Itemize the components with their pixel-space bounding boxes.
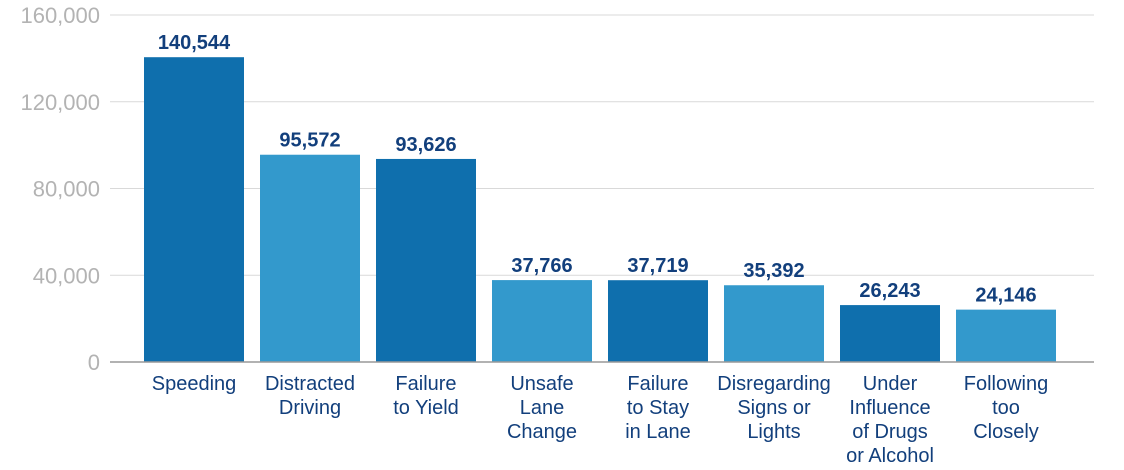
x-tick-label: Speeding bbox=[152, 373, 237, 395]
data-label: 24,146 bbox=[975, 285, 1036, 307]
data-label: 37,719 bbox=[627, 255, 688, 277]
x-tick-label: Following bbox=[964, 373, 1048, 395]
x-tick-label: Influence bbox=[849, 397, 930, 419]
y-tick-label: 40,000 bbox=[33, 263, 100, 288]
x-tick-label: Lights bbox=[747, 421, 800, 443]
y-tick-label: 80,000 bbox=[33, 177, 100, 202]
label-layer: 0 40,000 80,000 120,000 160,000 140,544 Speedi… bbox=[20, 3, 1048, 467]
x-tick-label: Disregarding bbox=[717, 373, 830, 395]
x-tick-label: to Yield bbox=[393, 397, 459, 419]
x-tick-label: Under bbox=[863, 373, 918, 395]
x-tick-label: too bbox=[992, 397, 1020, 419]
x-tick-label: Distracted bbox=[265, 373, 355, 395]
x-tick-label: Lane bbox=[520, 397, 565, 419]
bar bbox=[724, 285, 824, 362]
data-label: 35,392 bbox=[743, 260, 804, 282]
y-tick-label: 160,000 bbox=[20, 3, 100, 28]
x-tick-label: of Drugs bbox=[852, 421, 928, 443]
bar bbox=[608, 280, 708, 362]
data-label: 26,243 bbox=[859, 280, 920, 302]
grid-layer bbox=[110, 14, 1094, 276]
x-tick-label: to Stay bbox=[627, 397, 689, 419]
x-tick-label: or Alcohol bbox=[846, 445, 934, 467]
y-tick-label: 120,000 bbox=[20, 90, 100, 115]
x-tick-label: Unsafe bbox=[510, 373, 573, 395]
x-tick-label: Driving bbox=[279, 397, 341, 419]
data-label: 93,626 bbox=[395, 134, 456, 156]
y-tick-label: 0 bbox=[88, 350, 100, 375]
bar bbox=[376, 158, 476, 362]
x-tick-label: in Lane bbox=[625, 421, 691, 443]
x-tick-label: Failure bbox=[627, 373, 688, 395]
x-tick-label: Change bbox=[507, 421, 577, 443]
bar bbox=[956, 309, 1056, 362]
data-label: 95,572 bbox=[279, 130, 340, 152]
data-label: 140,544 bbox=[158, 32, 231, 54]
bar-layer bbox=[144, 57, 1056, 363]
bar bbox=[260, 154, 360, 362]
x-tick-label: Failure bbox=[395, 373, 456, 395]
x-tick-label: Signs or bbox=[737, 397, 811, 419]
bar bbox=[492, 280, 592, 362]
bar bbox=[144, 57, 244, 363]
x-tick-label: Closely bbox=[973, 421, 1039, 443]
bar bbox=[840, 305, 940, 362]
x-tick-label-group: Speeding bbox=[152, 373, 237, 395]
data-label: 37,766 bbox=[511, 255, 572, 277]
